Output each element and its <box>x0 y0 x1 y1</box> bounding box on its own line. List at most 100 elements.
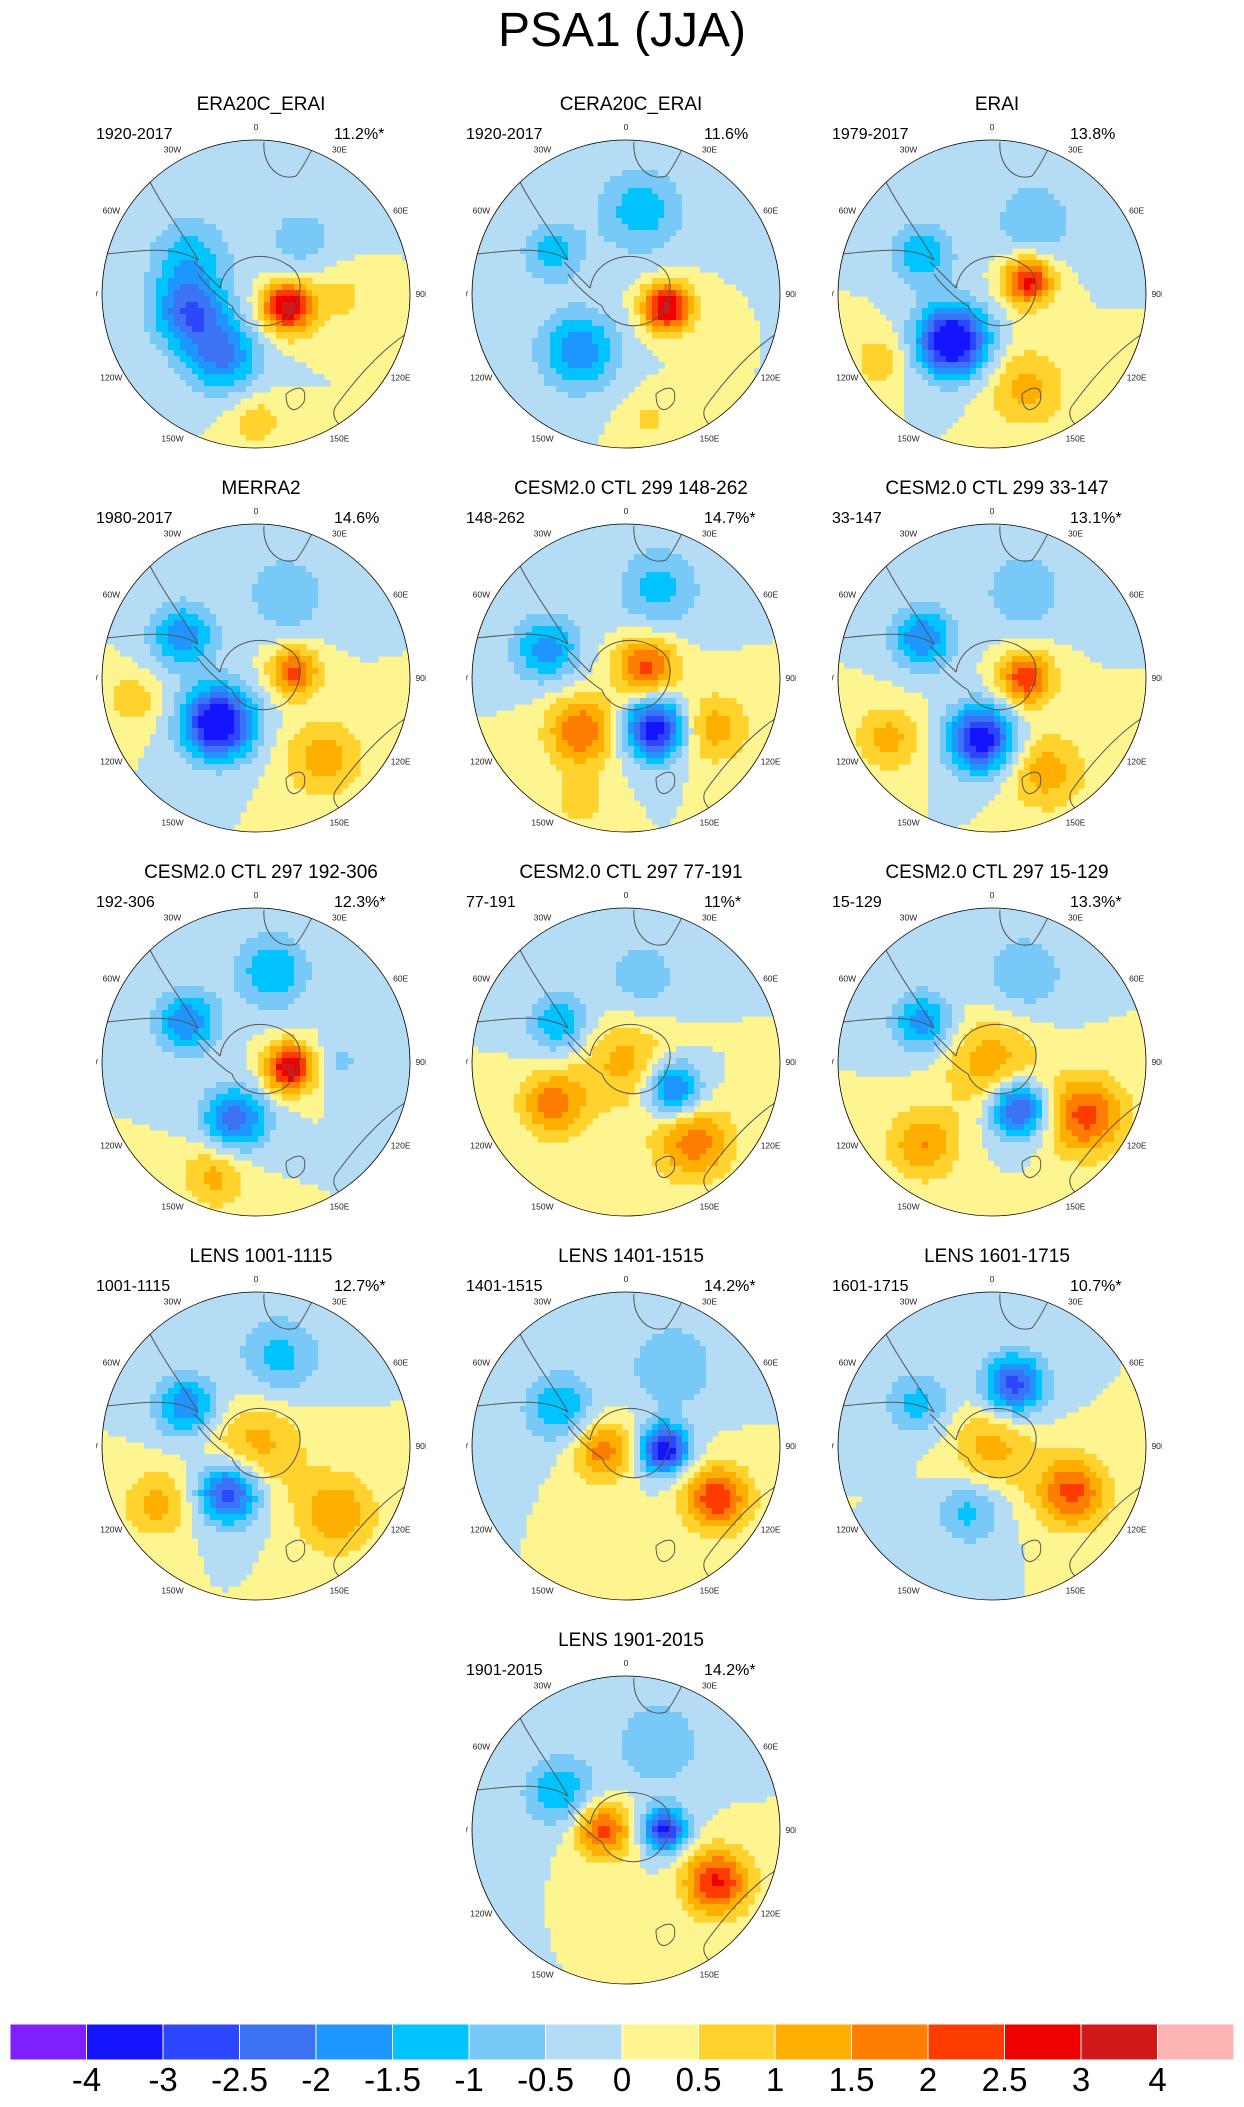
coastline-south-america <box>105 941 199 1029</box>
longitude-label: 90E <box>1151 1057 1162 1067</box>
map-border <box>471 1291 781 1601</box>
colorbar-swatch <box>1080 2024 1158 2060</box>
longitude-label: 0 <box>624 506 629 516</box>
longitude-label: 30W <box>534 144 551 154</box>
anomaly-field <box>472 908 780 1216</box>
panel-title: CESM2.0 CTL 299 33-147 <box>832 478 1162 500</box>
longitude-label: 60E <box>763 1742 778 1752</box>
longitude-label: 90W <box>466 673 468 683</box>
longitude-label: 90E <box>785 673 796 683</box>
longitude-label: 90E <box>785 1441 796 1451</box>
longitude-label: 180 <box>249 1224 263 1226</box>
longitude-label: 30E <box>332 528 347 538</box>
longitude-label: 150W <box>531 434 553 444</box>
longitude-label: 90W <box>832 1057 834 1067</box>
coastline-antarctica <box>193 640 301 711</box>
map-border <box>101 907 411 1217</box>
longitude-label: 0 <box>254 122 259 132</box>
panel-period: 1980-2017 <box>96 510 173 528</box>
panel-title: ERAI <box>832 94 1162 116</box>
map-border <box>471 523 781 833</box>
longitude-label: 90W <box>832 673 834 683</box>
polar-map: 0 30E 60E 90E 120E 150E 180 150W 120W 90W 60W 30W <box>466 122 796 458</box>
panel-title: CESM2.0 CTL 297 192-306 <box>96 862 426 884</box>
coastline-antarctica <box>929 640 1037 711</box>
polar-map: 0 30E 60E 90E 120E 150E 180 150W 120W 90W 60W 30W <box>96 1274 426 1610</box>
panel-variance-pct: 14.6% <box>334 510 379 528</box>
longitude-label: 120W <box>470 1141 492 1151</box>
longitude-label: 150E <box>330 434 350 444</box>
panel-period: 1401-1515 <box>466 1278 543 1296</box>
longitude-label: 120W <box>836 1141 858 1151</box>
longitude-label: 120W <box>836 373 858 383</box>
longitude-label: 0 <box>624 122 629 132</box>
longitude-label: 0 <box>254 1274 259 1284</box>
panel-title: LENS 1601-1715 <box>832 1246 1162 1268</box>
longitude-label: 150E <box>700 434 720 444</box>
panel-title: LENS 1001-1115 <box>96 1246 426 1268</box>
longitude-label: 60W <box>103 1358 120 1368</box>
longitude-label: 30W <box>900 1296 917 1306</box>
map-panel-cera20c-erai: 0 30E 60E 90E 120E 150E 180 150W 120W 90W 60W 30W C… <box>466 94 866 478</box>
longitude-label: 180 <box>619 456 633 458</box>
panel-variance-pct: 10.7%* <box>1070 1278 1122 1296</box>
polar-map: 0 30E 60E 90E 120E 150E 180 150W 120W 90W 60W 30W <box>96 122 426 458</box>
longitude-label: 60E <box>763 974 778 984</box>
coastline-south-america <box>475 1709 569 1797</box>
colorbar-label: 1.5 <box>829 2060 875 2100</box>
longitude-label: 150W <box>897 1202 919 1212</box>
coastline-south-america <box>105 557 199 645</box>
map-panel-lens-1601-1715: 0 30E 60E 90E 120E 150E 180 150W 120W 90W 60W 30W L… <box>832 1246 1232 1630</box>
longitude-label: 180 <box>985 456 999 458</box>
colorbar-swatch <box>927 2024 1005 2060</box>
colorbar-label: -3 <box>148 2060 177 2100</box>
anomaly-field <box>102 1292 410 1600</box>
longitude-label: 60W <box>839 590 856 600</box>
longitude-label: 180 <box>985 840 999 842</box>
map-border <box>837 139 1147 449</box>
longitude-label: 150W <box>531 818 553 828</box>
anomaly-field <box>472 1292 780 1600</box>
colorbar-swatch <box>545 2024 623 2060</box>
panel-title: CESM2.0 CTL 299 148-262 <box>466 478 796 500</box>
longitude-label: 120E <box>1127 757 1147 767</box>
longitude-label: 120W <box>470 373 492 383</box>
longitude-label: 60E <box>393 1358 408 1368</box>
longitude-label: 30W <box>164 1296 181 1306</box>
coastline-south-america <box>105 173 199 261</box>
coastline-antarctica <box>563 1792 671 1863</box>
longitude-label: 120W <box>470 1525 492 1535</box>
longitude-label: 60E <box>1129 974 1144 984</box>
longitude-label: 180 <box>249 456 263 458</box>
anomaly-field <box>102 140 410 448</box>
panel-title: CESM2.0 CTL 297 15-129 <box>832 862 1162 884</box>
map-border <box>471 907 781 1217</box>
longitude-label: 120W <box>470 1909 492 1919</box>
longitude-label: 60W <box>473 590 490 600</box>
colorbar-label: -0.5 <box>517 2060 574 2100</box>
longitude-label: 30E <box>332 912 347 922</box>
longitude-label: 120E <box>1127 1525 1147 1535</box>
panel-title: MERRA2 <box>96 478 426 500</box>
longitude-label: 90E <box>785 1057 796 1067</box>
coastline-south-america <box>105 1325 199 1413</box>
panel-title: CERA20C_ERAI <box>466 94 796 116</box>
longitude-label: 30E <box>1068 912 1083 922</box>
longitude-label: 0 <box>624 1274 629 1284</box>
longitude-label: 0 <box>990 890 995 900</box>
panel-period: 33-147 <box>832 510 882 528</box>
longitude-label: 30E <box>702 144 717 154</box>
longitude-label: 120E <box>391 1141 411 1151</box>
longitude-label: 120E <box>391 373 411 383</box>
panel-variance-pct: 11.2%* <box>334 126 384 144</box>
longitude-label: 90E <box>785 289 796 299</box>
colorbar-swatch <box>10 2024 87 2060</box>
polar-map: 0 30E 60E 90E 120E 150E 180 150W 120W 90W 60W 30W <box>96 890 426 1226</box>
coastline-south-america <box>841 173 935 261</box>
map-border <box>471 139 781 449</box>
map-border <box>471 1675 781 1985</box>
colorbar-swatch <box>851 2024 929 2060</box>
longitude-label: 150W <box>161 434 183 444</box>
longitude-label: 90W <box>832 1441 834 1451</box>
panel-title: LENS 1401-1515 <box>466 1246 796 1268</box>
